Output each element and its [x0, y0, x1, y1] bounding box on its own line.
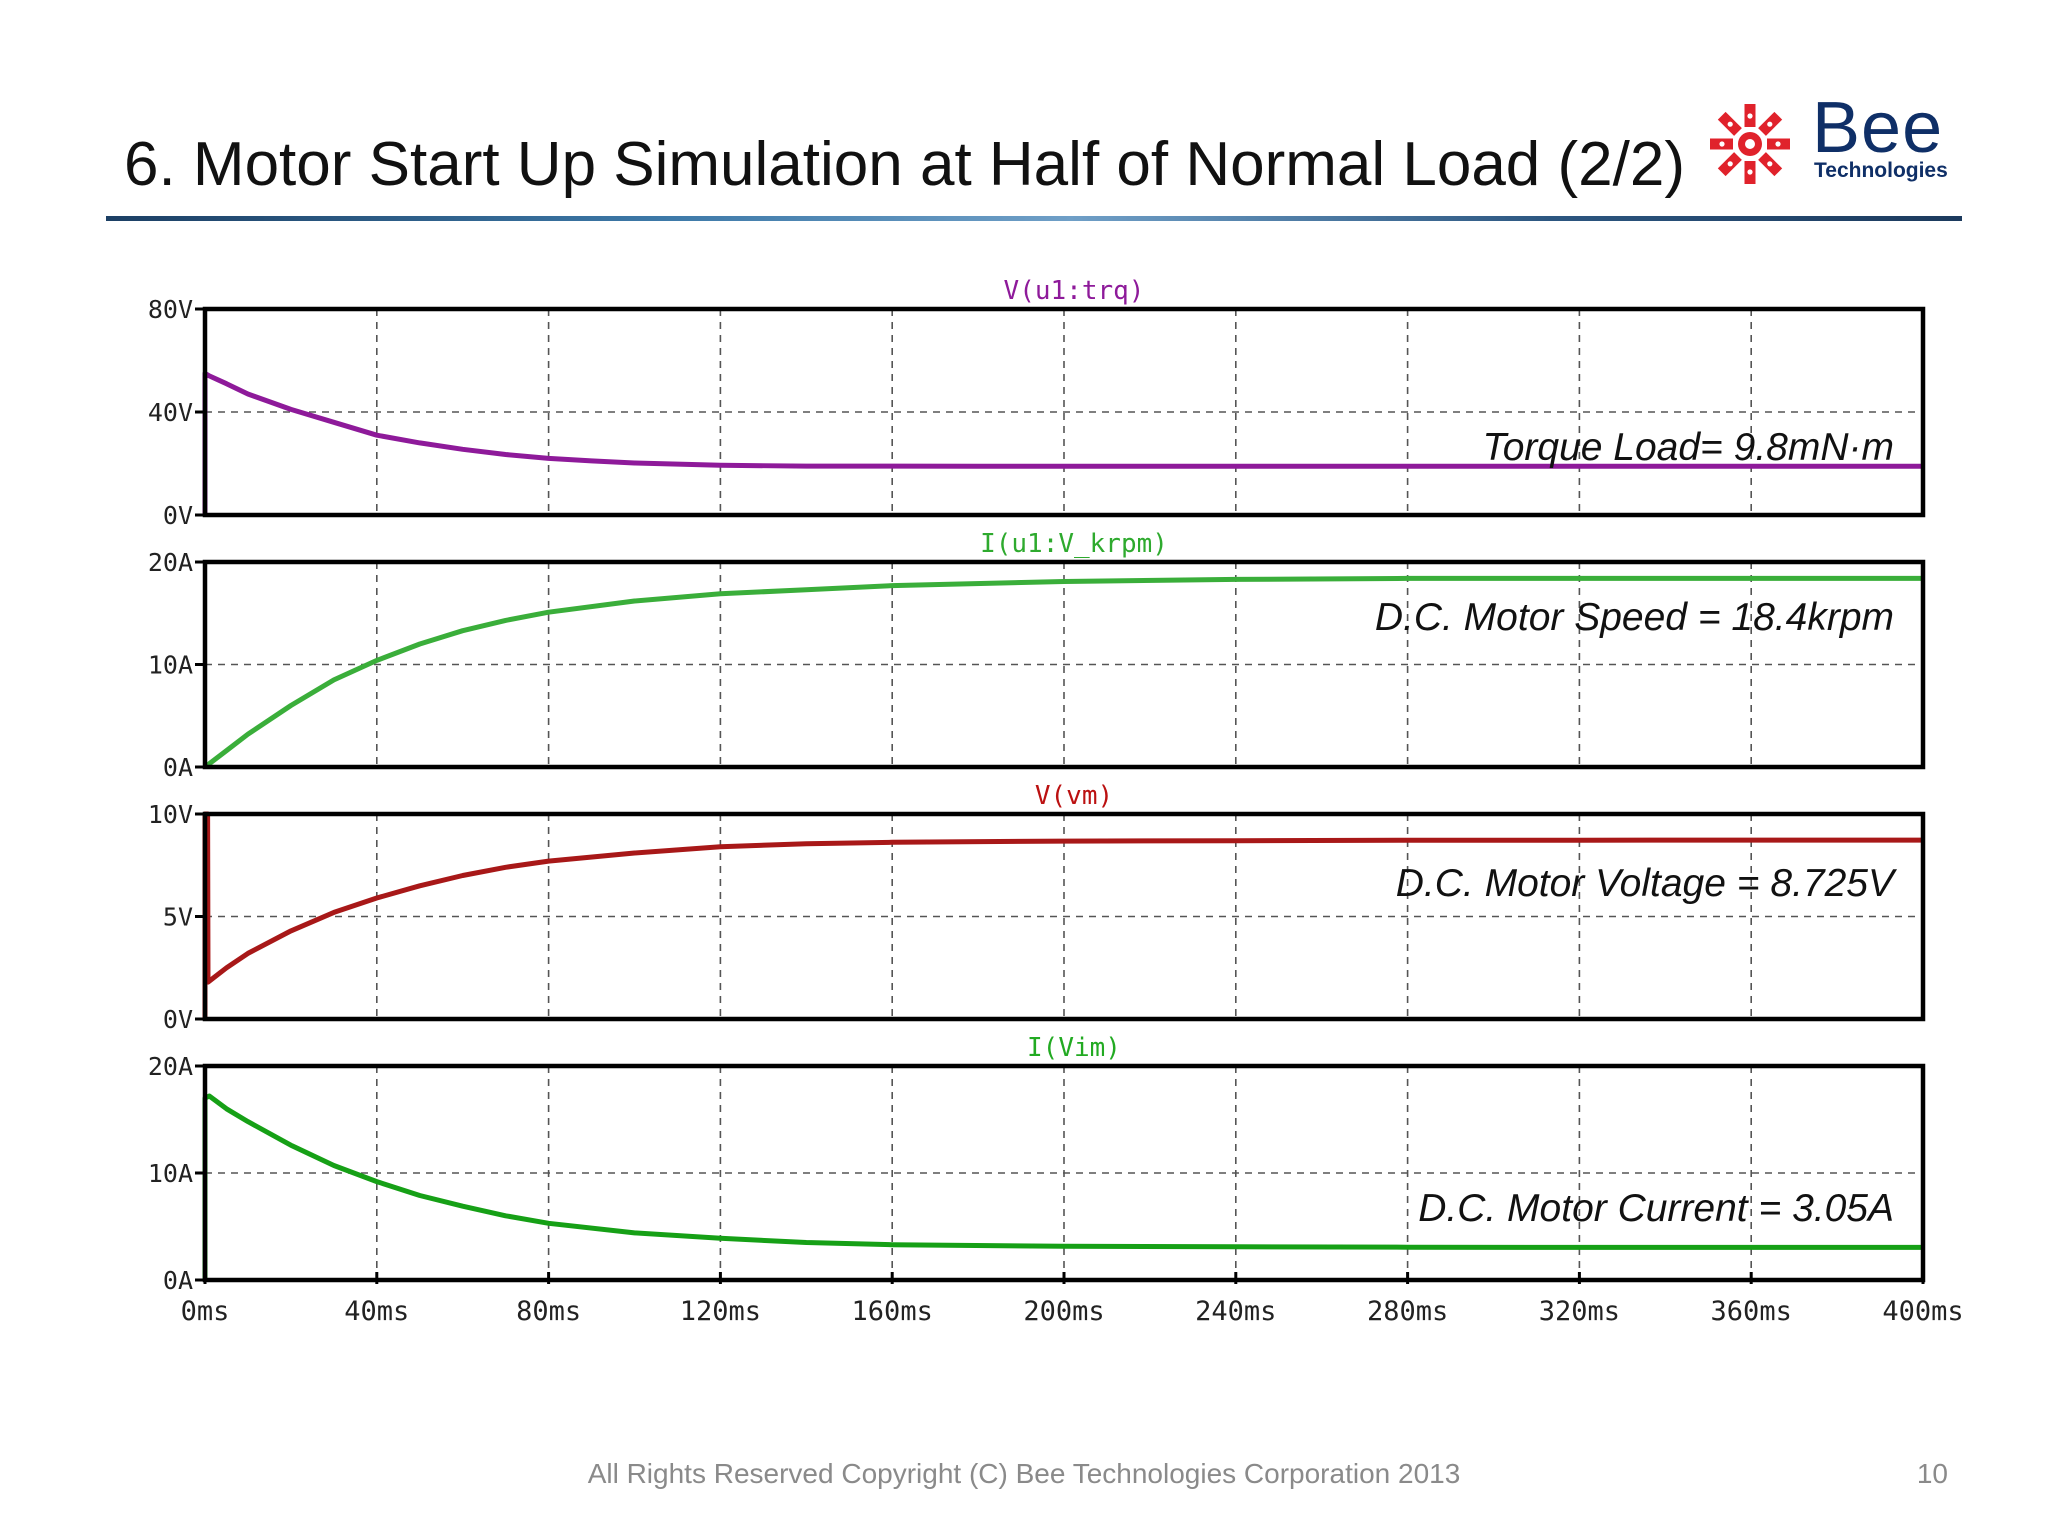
- panel-annotation: D.C. Motor Current = 3.05A: [1418, 1187, 1894, 1230]
- bee-logo-mark-icon: [1710, 104, 1790, 184]
- x-tick-label: 200ms: [1023, 1296, 1104, 1327]
- logo-ray-dot: [1767, 161, 1773, 167]
- x-tick-label: 40ms: [344, 1296, 409, 1327]
- y-tick-label: 10V: [148, 800, 193, 829]
- x-tick-label: 280ms: [1367, 1296, 1448, 1327]
- x-tick-label: 160ms: [852, 1296, 933, 1327]
- logo-ray-dot: [1767, 121, 1773, 127]
- chart-panel-1: 0V 40V 80V V(u1:trq) Torque Load= 9.8mN·m: [148, 276, 1926, 530]
- y-tick-label: 5V: [163, 903, 193, 932]
- logo-center-dot: [1745, 139, 1755, 149]
- x-tick-label: 80ms: [516, 1296, 581, 1327]
- slide-title: 6. Motor Start Up Simulation at Half of …: [124, 130, 1685, 199]
- logo-ray-dot: [1747, 169, 1753, 175]
- title-divider: [106, 216, 1962, 221]
- chart-panel-2: 0A 10A 20A I(u1:V_krpm) D.C. Motor Speed = 1…: [148, 529, 1926, 782]
- logo-ray-dot: [1747, 113, 1753, 119]
- page-number: 10: [1916, 1458, 1948, 1489]
- logo-subtitle: Technologies: [1814, 159, 1948, 182]
- panel-annotation: D.C. Motor Speed = 18.4krpm: [1375, 596, 1894, 639]
- logo-ray-dot: [1775, 141, 1781, 147]
- panel-annotation: D.C. Motor Voltage = 8.725V: [1396, 862, 1898, 905]
- y-tick-label: 20A: [148, 1052, 193, 1081]
- y-tick-label: 20A: [148, 548, 193, 577]
- panel-annotation: Torque Load= 9.8mN·m: [1482, 426, 1894, 469]
- x-tick-label: 400ms: [1882, 1296, 1963, 1327]
- y-tick-label: 0A: [163, 1266, 193, 1295]
- series-line: [202, 370, 1923, 515]
- panel-title: V(u1:trq): [1004, 276, 1145, 306]
- series-line: [203, 575, 1923, 769]
- bee-technologies-logo: Bee Technologies: [1700, 90, 1962, 192]
- logo-ray-dot: [1719, 141, 1725, 147]
- chart-panel-4: 0A 10A 20A I(Vim) D.C. Motor Current = 3.05A: [148, 1033, 1926, 1295]
- y-tick-label: 10A: [148, 1159, 193, 1188]
- y-tick-label: 0A: [163, 753, 193, 782]
- y-tick-label: 10A: [148, 651, 193, 680]
- logo-ray-dot: [1727, 161, 1733, 167]
- panel-title: I(Vim): [1027, 1033, 1121, 1063]
- panel-title: I(u1:V_krpm): [980, 529, 1168, 559]
- y-tick-label: 40V: [148, 398, 193, 427]
- panel-title: V(vm): [1035, 781, 1113, 811]
- logo-ray-dot: [1727, 121, 1733, 127]
- x-tick-label: 360ms: [1711, 1296, 1792, 1327]
- y-tick-label: 80V: [148, 295, 193, 324]
- x-tick-label: 120ms: [680, 1296, 761, 1327]
- logo-wordmark: Bee: [1812, 88, 1944, 168]
- chart-panel-3: 0V 5V 10V V(vm) D.C. Motor Voltage = 8.725V: [148, 781, 1926, 1034]
- series-line: [202, 811, 1923, 1019]
- series-line: [202, 1093, 1923, 1280]
- footer-copyright: All Rights Reserved Copyright (C) Bee Te…: [587, 1458, 1461, 1489]
- x-tick-label: 0ms: [181, 1296, 230, 1327]
- x-tick-label: 320ms: [1539, 1296, 1620, 1327]
- y-tick-label: 0V: [163, 501, 193, 530]
- x-tick-label: 240ms: [1195, 1296, 1276, 1327]
- y-tick-label: 0V: [163, 1005, 193, 1034]
